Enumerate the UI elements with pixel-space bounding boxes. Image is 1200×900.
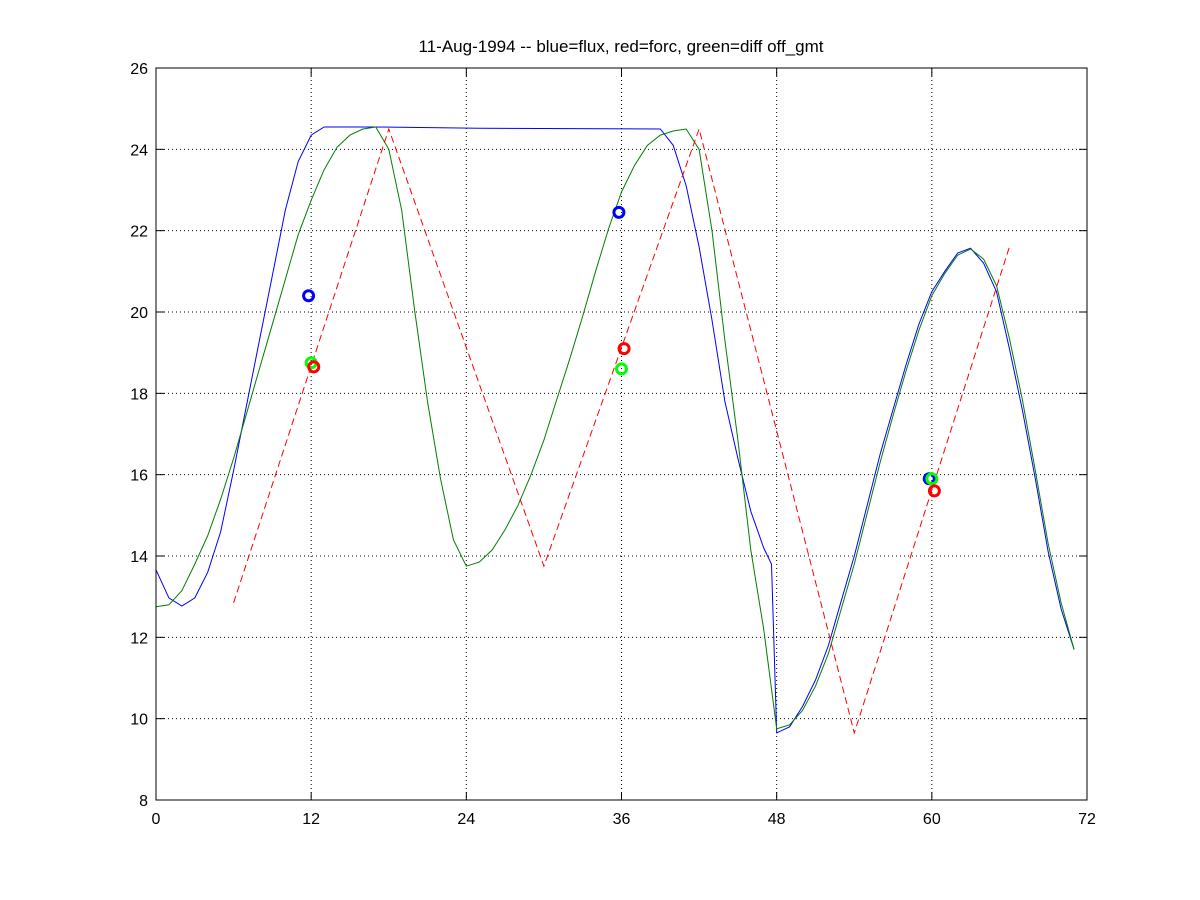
y-tick-label: 8: [139, 793, 148, 810]
series-line-forc: [233, 127, 1010, 735]
y-tick-label: 26: [130, 61, 148, 78]
x-tick-label: 60: [923, 811, 941, 828]
y-tick-label: 16: [130, 468, 148, 485]
series-line-flux: [155, 126, 1075, 734]
y-tick-label: 22: [130, 224, 148, 241]
marker-diff-off_gmt: [615, 362, 628, 376]
x-tick-label: 12: [302, 811, 320, 828]
ticks: 0 12 24 36 48 60 72 8 10 12 14 16 18 20 22 24 26: [130, 61, 1096, 828]
x-tick-label: 36: [613, 811, 631, 828]
y-tick-label: 12: [130, 630, 148, 647]
y-tick-label: 10: [130, 712, 148, 729]
marker-flux: [612, 205, 626, 219]
marker-forc: [307, 360, 321, 374]
y-tick-label: 14: [130, 549, 148, 566]
plot-area: [155, 126, 1075, 735]
y-tick-label: 18: [130, 386, 148, 403]
marker-forc: [927, 484, 941, 498]
marker-flux: [302, 289, 316, 303]
x-tick-label: 24: [457, 811, 475, 828]
axes-box: [155, 67, 1088, 801]
y-tick-label: 20: [130, 305, 148, 322]
x-tick-label: 0: [152, 811, 161, 828]
marker-forc: [617, 342, 631, 356]
x-tick-label: 72: [1078, 811, 1096, 828]
x-tick-label: 48: [768, 811, 786, 828]
grid: [156, 68, 1087, 800]
marker-diff-off_gmt: [925, 472, 939, 486]
chart-title: 11-Aug-1994 -- blue=flux, red=forc, gree…: [419, 37, 824, 56]
y-tick-label: 24: [130, 142, 148, 159]
